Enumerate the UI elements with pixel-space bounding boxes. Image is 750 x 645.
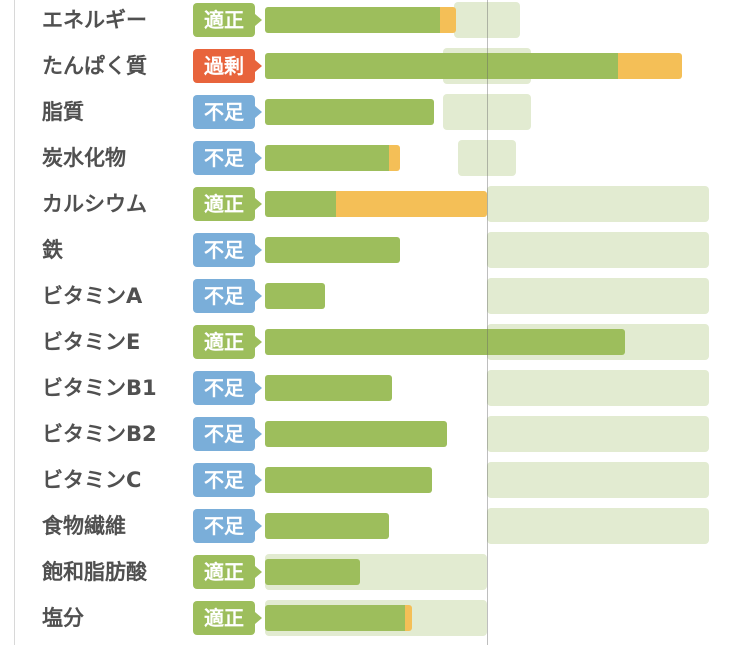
nutrient-label: 炭水化物 [42,146,126,170]
status-badge: 不足 [193,509,262,543]
nutrient-label: ビタミンB1 [42,376,157,400]
target-range [487,416,709,452]
nutrient-row: たんぱく質 過剰 [0,43,750,89]
nutrient-row: エネルギー 適正 [0,0,750,43]
bar-segment-secondary [336,191,487,217]
status-badge: 適正 [193,555,262,589]
bar-segment-primary [265,99,434,125]
card-left-border [14,0,15,645]
nutrient-label: ビタミンE [42,330,141,354]
target-range [487,278,709,314]
status-badge: 不足 [193,463,262,497]
status-badge: 不足 [193,371,262,405]
nutrient-row: ビタミンC 不足 [0,457,750,503]
bar-segment-secondary [440,7,456,33]
status-badge: 適正 [193,325,262,359]
bar-segment-secondary [389,145,401,171]
nutrient-bar [265,145,401,171]
nutrient-row: ビタミンE 適正 [0,319,750,365]
nutrient-label: ビタミンA [42,284,143,308]
bar-segment-primary [265,605,405,631]
bar-segment-primary [265,421,448,447]
bar-segment-primary [265,375,392,401]
target-range [487,462,709,498]
nutrient-bar [265,375,392,401]
nutrient-bar [265,53,683,79]
nutrient-row: 炭水化物 不足 [0,135,750,181]
nutrient-bar [265,99,434,125]
bar-segment-primary [265,7,441,33]
nutrient-row: 鉄 不足 [0,227,750,273]
bar-segment-secondary [617,53,683,79]
target-range [487,508,709,544]
status-badge: 適正 [193,187,262,221]
bar-segment-primary [265,559,361,585]
nutrient-label: カルシウム [42,192,147,216]
nutrient-label: エネルギー [42,8,147,32]
nutrient-label: たんぱく質 [42,54,147,78]
target-range [458,140,516,176]
nutrient-row: ビタミンB1 不足 [0,365,750,411]
nutrient-bar [265,7,456,33]
status-badge: 不足 [193,141,262,175]
bar-segment-primary [265,145,390,171]
nutrient-bar [265,329,625,355]
nutrient-row: 塩分 適正 [0,595,750,641]
bar-segment-primary [265,283,325,309]
target-range [487,232,709,268]
bar-segment-primary [265,53,618,79]
target-range [487,186,709,222]
bar-segment-primary [265,513,390,539]
bar-segment-secondary [404,605,412,631]
target-range [487,370,709,406]
target-range [442,94,532,130]
target-range [453,2,521,38]
nutrient-row: ビタミンA 不足 [0,273,750,319]
nutrient-bar [265,237,401,263]
bar-segment-primary [265,237,401,263]
nutrient-row: 飽和脂肪酸 適正 [0,549,750,595]
nutrient-label: 飽和脂肪酸 [42,560,147,584]
status-badge: 不足 [193,233,262,267]
nutrient-label: 鉄 [42,238,63,262]
nutrient-label: 脂質 [42,100,84,124]
nutrient-bar [265,421,448,447]
nutrient-row: ビタミンB2 不足 [0,411,750,457]
status-badge: 過剰 [193,49,262,83]
status-badge: 不足 [193,95,262,129]
nutrient-row: カルシウム 適正 [0,181,750,227]
nutrient-bar [265,467,432,493]
status-badge: 不足 [193,279,262,313]
reference-line [487,0,488,645]
nutrient-label: 塩分 [42,606,84,630]
nutrient-bar [265,605,412,631]
bar-segment-primary [265,191,337,217]
nutrient-row: 食物繊維 不足 [0,503,750,549]
nutrient-bar [265,283,325,309]
nutrient-row: 脂質 不足 [0,89,750,135]
nutrient-bar [265,191,487,217]
nutrient-label: ビタミンC [42,468,142,492]
status-badge: 不足 [193,417,262,451]
status-badge: 適正 [193,601,262,635]
nutrient-bar [265,559,361,585]
nutrient-bar [265,513,390,539]
bar-segment-primary [265,467,432,493]
nutrient-label: ビタミンB2 [42,422,157,446]
status-badge: 適正 [193,3,262,37]
bar-segment-primary [265,329,625,355]
nutrient-label: 食物繊維 [42,514,126,538]
